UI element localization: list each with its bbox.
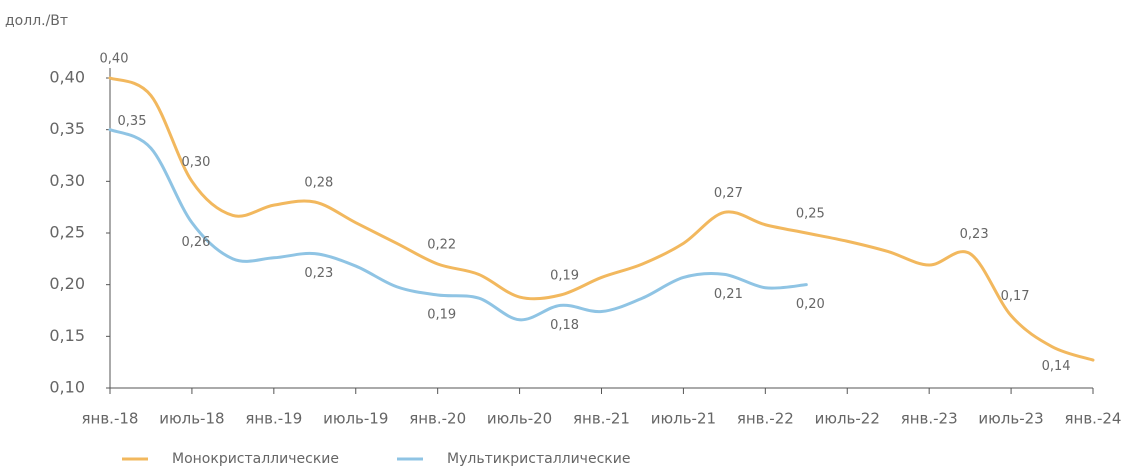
x-tick-label: июль-19 — [323, 410, 388, 428]
x-tick-label: янв.-24 — [1065, 410, 1122, 428]
data-label: 0,35 — [118, 114, 147, 129]
legend-label: Монокристаллические — [172, 451, 339, 466]
y-axis-label: долл./Вт — [5, 13, 68, 29]
x-tick-label: янв.-19 — [245, 410, 302, 428]
y-tick-label: 0,30 — [49, 171, 85, 190]
data-label: 0,25 — [796, 207, 825, 222]
x-tick-label: янв.-22 — [737, 410, 794, 428]
x-tick-label: янв.-20 — [409, 410, 466, 428]
data-label: 0,26 — [181, 235, 210, 250]
data-label: 0,23 — [304, 266, 333, 281]
y-tick-label: 0,10 — [49, 378, 85, 397]
x-tick-label: янв.-18 — [82, 410, 139, 428]
data-label: 0,21 — [714, 287, 743, 302]
data-label: 0,40 — [100, 52, 129, 67]
x-tick-label: янв.-23 — [901, 410, 958, 428]
x-tick-label: июль-21 — [651, 410, 716, 428]
x-tick-label: июль-18 — [159, 410, 224, 428]
y-tick-label: 0,15 — [49, 326, 85, 345]
x-tick-label: июль-20 — [487, 410, 552, 428]
data-label: 0,19 — [427, 308, 456, 323]
data-label: 0,17 — [1001, 289, 1030, 304]
data-label: 0,14 — [1042, 359, 1071, 374]
data-label: 0,30 — [181, 155, 210, 170]
data-label: 0,28 — [304, 176, 333, 191]
y-tick-label: 0,25 — [49, 223, 85, 242]
data-label: 0,27 — [714, 186, 743, 201]
data-label: 0,22 — [427, 238, 456, 253]
x-tick-label: июль-22 — [815, 410, 880, 428]
data-label: 0,19 — [550, 269, 579, 284]
series-line — [108, 76, 1095, 362]
x-tick-label: июль-23 — [978, 410, 1043, 428]
data-label: 0,20 — [796, 297, 825, 312]
y-tick-label: 0,20 — [49, 274, 85, 293]
y-tick-label: 0,40 — [49, 68, 85, 87]
y-tick-label: 0,35 — [49, 119, 85, 138]
x-tick-label: янв.-21 — [573, 410, 630, 428]
data-label: 0,18 — [550, 318, 579, 333]
series-line — [108, 128, 808, 322]
data-label: 0,23 — [960, 227, 989, 242]
legend-label: Мультикристаллические — [447, 451, 630, 466]
